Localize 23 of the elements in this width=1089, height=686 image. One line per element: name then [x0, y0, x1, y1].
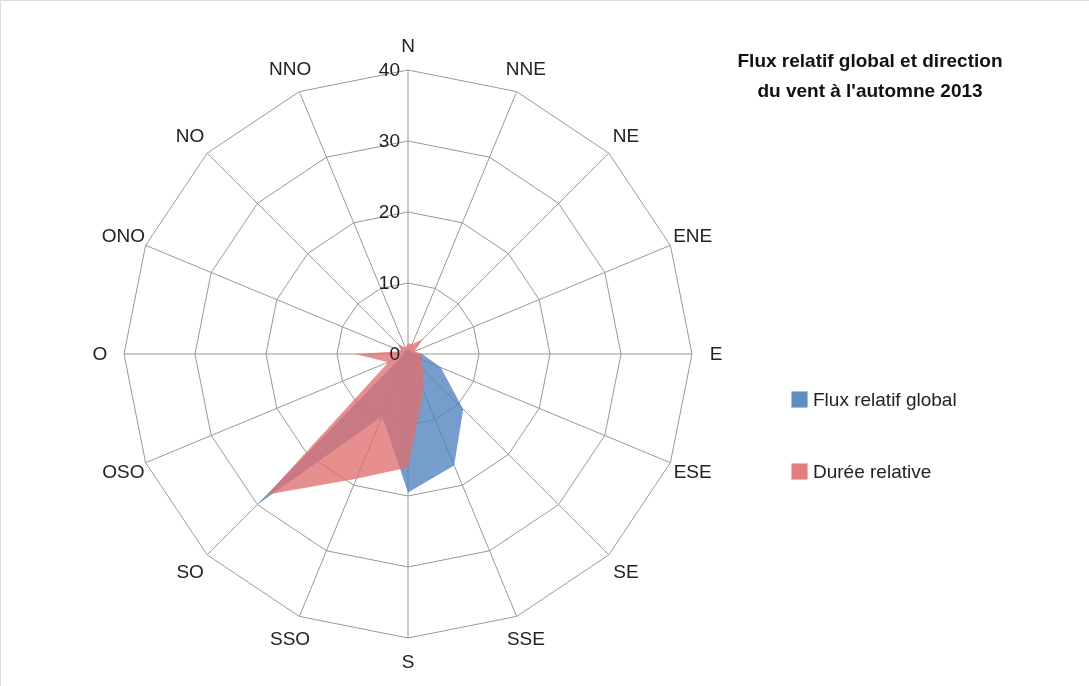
spoke-label: N [401, 34, 415, 56]
spoke-label: O [92, 343, 108, 364]
spoke-label: OSO [102, 460, 145, 482]
y-tick-label: 20 [378, 201, 400, 222]
legend-label: Flux relatif global [813, 388, 957, 410]
spoke-label: NE [612, 125, 640, 147]
spoke-label: S [401, 651, 415, 673]
spoke-label: NNE [505, 58, 546, 80]
y-tick-label: 30 [378, 130, 400, 151]
spoke-label: E [709, 343, 723, 364]
legend-label: Durée relative [813, 460, 932, 482]
spoke-label: NNO [268, 58, 312, 80]
spoke-label: ONO [101, 225, 145, 247]
y-tick-label: 40 [378, 59, 400, 80]
spoke-label: NO [175, 125, 205, 147]
spoke-label: SSO [270, 627, 311, 649]
spoke-label: SSE [506, 627, 545, 649]
spoke-label: ENE [673, 225, 713, 247]
spoke-label: SO [176, 560, 204, 582]
spoke-label: SE [613, 560, 639, 582]
spoke-label: ESE [673, 460, 712, 482]
y-tick-label: 10 [378, 272, 400, 293]
text: Flux relatif global et direction du vent à l'automne 2013 [737, 50, 1003, 101]
